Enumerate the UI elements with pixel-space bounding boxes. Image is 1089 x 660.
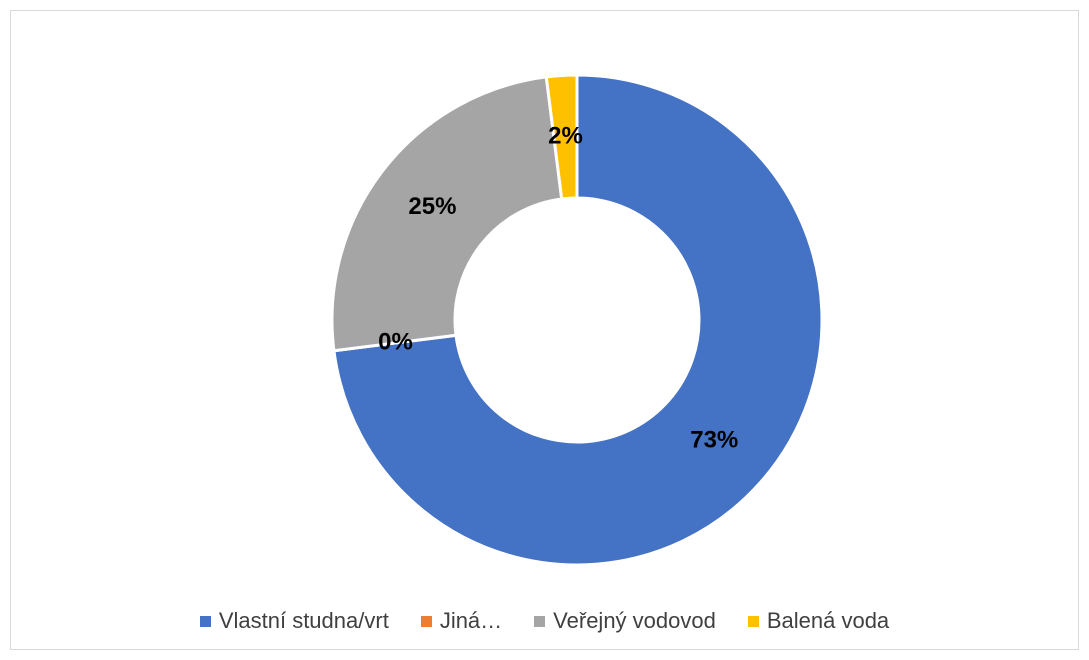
legend-label: Vlastní studna/vrt xyxy=(218,608,389,633)
legend-swatch xyxy=(747,615,759,627)
legend-swatch xyxy=(534,615,546,627)
legend-label: Veřejný vodovod xyxy=(553,608,716,633)
data-label: 2% xyxy=(548,123,583,150)
donut-slice xyxy=(544,73,579,201)
chart: 73% 0% 25% 2% xyxy=(330,73,824,567)
legend-swatch xyxy=(199,615,211,627)
legend-item: Vlastní studna/vrt xyxy=(199,608,389,634)
data-label: 0% xyxy=(378,328,413,355)
legend-label: Jiná… xyxy=(439,608,503,633)
data-label: 25% xyxy=(408,193,456,220)
legend-swatch xyxy=(420,615,432,627)
donut-slice xyxy=(330,75,564,353)
legend-item: Balená voda xyxy=(747,608,890,634)
legend-item: Veřejný vodovod xyxy=(534,608,716,634)
data-label: 73% xyxy=(690,426,738,453)
donut-slice xyxy=(332,73,824,567)
legend-label: Balená voda xyxy=(766,608,890,633)
chart-frame xyxy=(10,10,1079,650)
legend-item: Jiná… xyxy=(420,608,503,634)
legend: Vlastní studna/vrt Jiná… Veřejný vodovod Ba… xyxy=(0,608,1089,634)
